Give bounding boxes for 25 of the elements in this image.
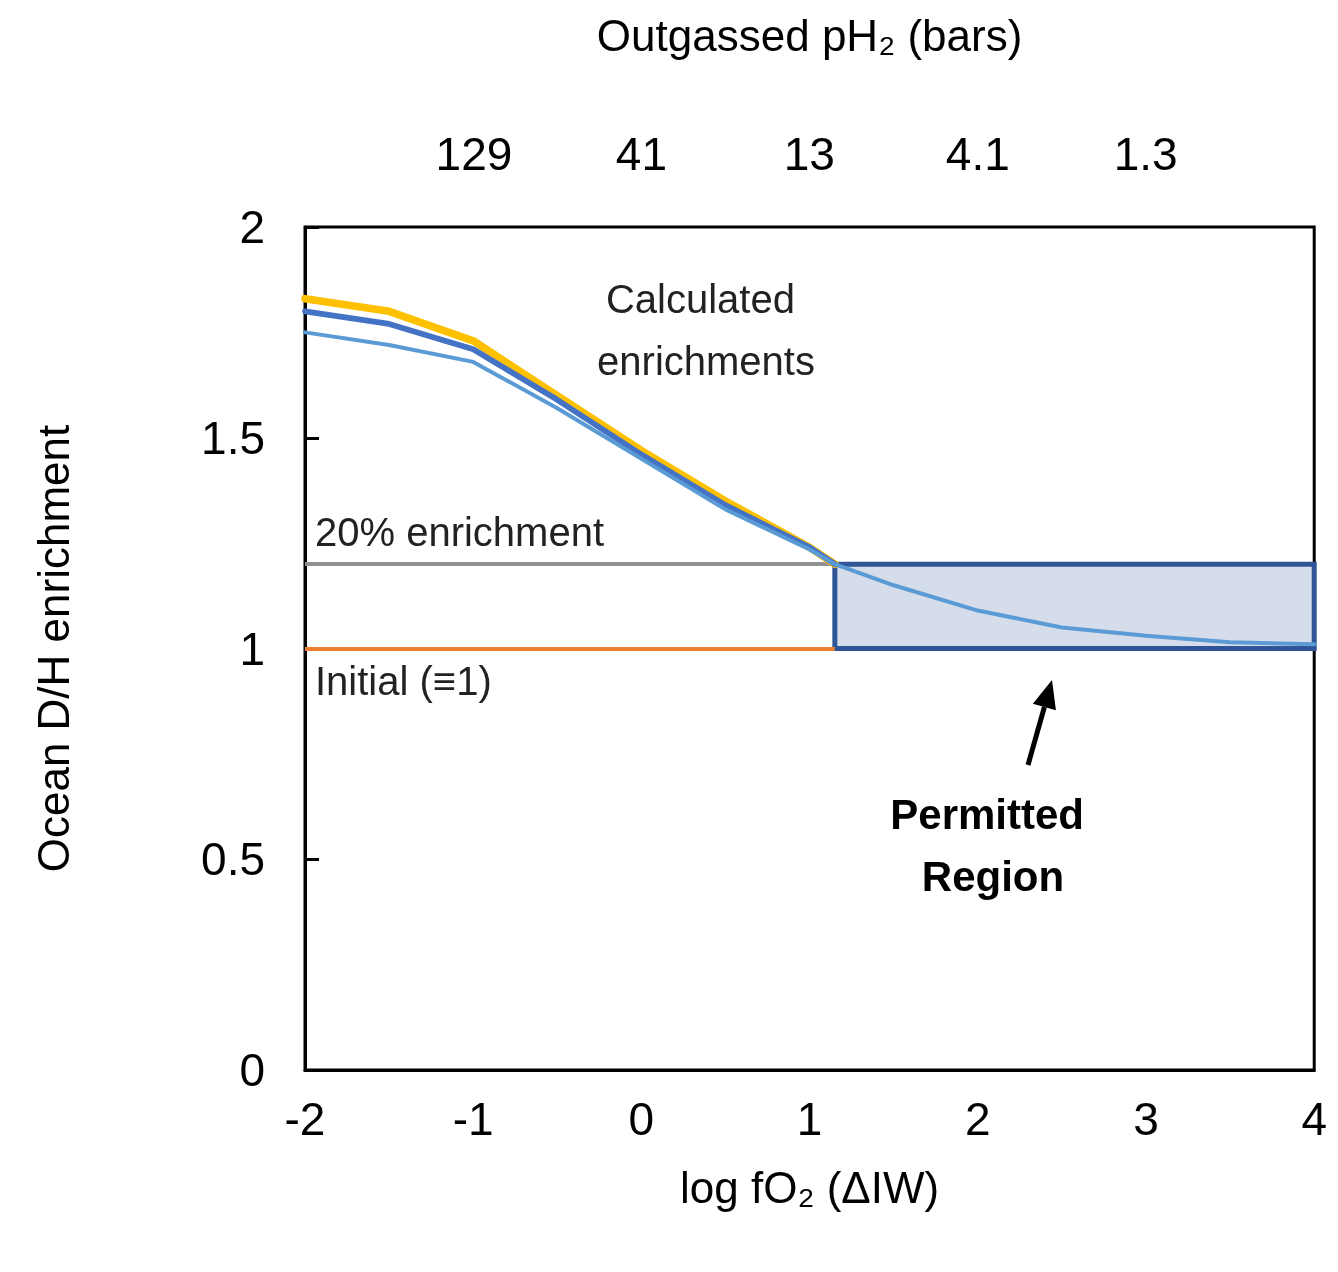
x-axis-title: log fO₂ (ΔIW)	[680, 1162, 940, 1212]
y-tick-label: 0.5	[201, 833, 265, 886]
x2-tick-label: 1.3	[1113, 128, 1178, 180]
x-tick-label: -1	[452, 1093, 494, 1145]
x2-tick-label: 13	[783, 128, 835, 180]
x-tick-label: 2	[965, 1093, 991, 1145]
x2-tick-label: 129	[435, 128, 513, 180]
annotation: Permitted Region	[890, 790, 1096, 900]
x-tick-label: 1	[796, 1093, 823, 1145]
x-tick-label: 0	[628, 1093, 655, 1145]
y-axis-title: Ocean D/H enrichment	[28, 424, 78, 873]
y-tick-label: 1.5	[201, 411, 265, 464]
x2-tick-label: 4.1	[945, 128, 1010, 180]
annotation: Calculated enrichments	[597, 277, 815, 383]
ref-line-label: 20% enrichment	[315, 510, 605, 555]
x2-tick-label: 41	[615, 128, 667, 180]
y-tick-label: 2	[239, 201, 265, 253]
x-tick-label: -2	[284, 1093, 326, 1145]
x-tick-label: 3	[1133, 1093, 1159, 1145]
line-series	[303, 330, 1317, 647]
x2-axis-title: Outgassed pH₂ (bars)	[596, 10, 1023, 60]
y-tick-label: 0	[239, 1044, 265, 1096]
ref-line-label: Initial (≡1)	[315, 658, 492, 703]
x-tick-label: 4	[1301, 1093, 1328, 1145]
y-tick-label: 1	[239, 622, 265, 675]
